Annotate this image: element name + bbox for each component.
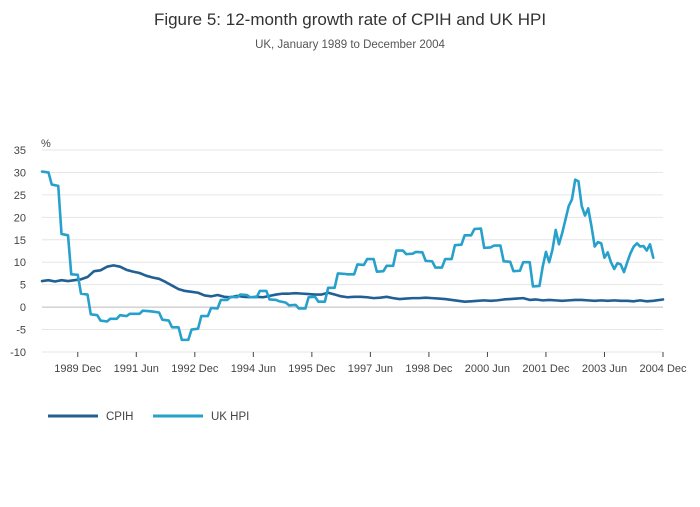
x-tick-label: 1989 Dec xyxy=(54,363,102,375)
y-tick-label: 5 xyxy=(20,280,26,292)
series-line-cpih xyxy=(40,264,665,304)
gridlines xyxy=(42,149,663,353)
x-tick-label: 1995 Dec xyxy=(288,363,336,375)
legend-label-uk-hpi: UK HPI xyxy=(211,411,249,423)
y-tick-label: 35 xyxy=(14,145,26,157)
y-tick-label: 15 xyxy=(14,235,26,247)
series-line-uk-hpi xyxy=(40,170,655,342)
x-tick-label: 2000 Jun xyxy=(465,363,510,375)
legend-label-cpih: CPIH xyxy=(106,411,133,423)
x-tick-label: 1992 Dec xyxy=(171,363,219,375)
chart-subtitle: UK, January 1989 to December 2004 xyxy=(255,39,445,51)
x-tick-label: 1991 Jun xyxy=(114,363,159,375)
y-tick-label: 25 xyxy=(14,190,26,202)
y-tick-label: 30 xyxy=(14,167,26,179)
y-tick-label: 0 xyxy=(20,302,26,314)
y-axis-label: % xyxy=(41,138,51,150)
series-lines xyxy=(40,170,665,342)
x-tick-label: 1997 Jun xyxy=(348,363,393,375)
y-tick-label: -5 xyxy=(16,325,26,337)
x-tick-label: 2003 Jun xyxy=(582,363,627,375)
y-axis-ticks: -10 -5 0 5 10 15 20 25 30 35 xyxy=(10,145,26,359)
x-tick-label: 2004 Dec xyxy=(639,363,687,375)
y-tick-label: 20 xyxy=(14,212,26,224)
legend: CPIH UK HPI xyxy=(48,411,249,423)
x-axis-ticks: 1989 Dec 1991 Jun 1992 Dec 1994 Jun 1995 Dec… xyxy=(54,352,687,375)
y-tick-label: 10 xyxy=(14,257,26,269)
x-tick-label: 2001 Dec xyxy=(522,363,570,375)
x-tick-label: 1998 Dec xyxy=(405,363,453,375)
x-tick-label: 1994 Jun xyxy=(231,363,276,375)
y-tick-label: -10 xyxy=(10,347,26,359)
chart-title: Figure 5: 12-month growth rate of CPIH a… xyxy=(154,10,546,29)
